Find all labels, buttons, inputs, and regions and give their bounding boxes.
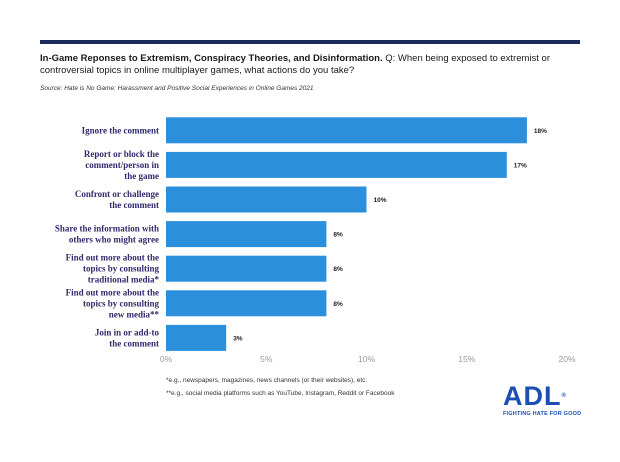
category-label-line: the comment [109,338,159,348]
footnote-traditional-media: *e.g., newspapers, magazines, news chann… [166,377,368,384]
logo-registered-mark: ® [561,393,567,399]
bar-2 [166,186,367,213]
category-label-line: Find out more about the [66,253,159,263]
value-label-4: 8% [333,266,343,273]
bar-3 [166,221,327,248]
logo-wordmark: ADL® [503,382,583,410]
category-label-0: Ignore the comment [82,125,159,135]
x-tick-label-4: 20% [558,354,575,364]
category-label-line: others who might agree [69,235,159,245]
value-label-1: 17% [514,162,527,169]
value-label-6: 3% [233,335,243,342]
value-label-0: 18% [534,128,547,135]
category-label-line: comment/person in [85,160,159,170]
category-label-line: Find out more about the [66,287,159,297]
category-label-line: topics by consulting [83,298,160,308]
value-label-5: 8% [333,301,343,308]
top-rule [40,40,580,44]
bar-4 [166,255,327,282]
source-note: Source: Hate is No Game: Harassment and … [40,85,314,92]
category-label-3: Share the information with others who mig… [55,224,159,245]
logo-tagline: FIGHTING HATE FOR GOOD [503,411,582,417]
category-label-2: Confront or challenge the comment [75,189,159,210]
chart-title: In-Game Reponses to Extremism, Conspirac… [40,53,580,77]
category-label-6: Join in or add-to the comment [95,327,160,348]
category-label-1: Report or block the comment/person in the … [84,149,159,181]
footnote-new-media: **e.g., social media platforms such as Y… [166,390,395,397]
value-label-2: 10% [374,197,387,204]
category-label-line: Confront or challenge [75,189,159,199]
category-label-line: Ignore the comment [82,125,159,135]
category-label-line: the comment [109,200,159,210]
category-label-line: the game [124,171,159,181]
x-tick-label-1: 5% [260,354,273,364]
x-tick-label-2: 10% [358,354,375,364]
bar-1 [166,151,507,178]
adl-logo: ADL® FIGHTING HATE FOR GOOD [503,382,583,417]
category-label-line: new media** [109,309,160,319]
x-tick-label-0: 0% [160,354,173,364]
category-label-5: Find out more about the topics by consult… [66,287,160,319]
category-label-line: traditional media* [88,275,160,285]
title-question: Q: When being exposed to extremist or co… [40,53,550,76]
category-label-line: topics by consulting [83,264,160,274]
category-label-line: Share the information with [55,224,159,234]
title-bold: In-Game Reponses to Extremism, Conspirac… [40,53,383,64]
value-label-3: 8% [333,232,343,239]
category-label-line: Join in or add-to [95,327,160,337]
bar-0 [166,117,527,144]
x-tick-label-3: 15% [458,354,475,364]
bar-6 [166,324,227,351]
logo-text: ADL [503,381,562,411]
category-label-line: Report or block the [84,149,159,159]
bar-5 [166,290,327,317]
category-label-4: Find out more about the topics by consult… [66,253,160,285]
